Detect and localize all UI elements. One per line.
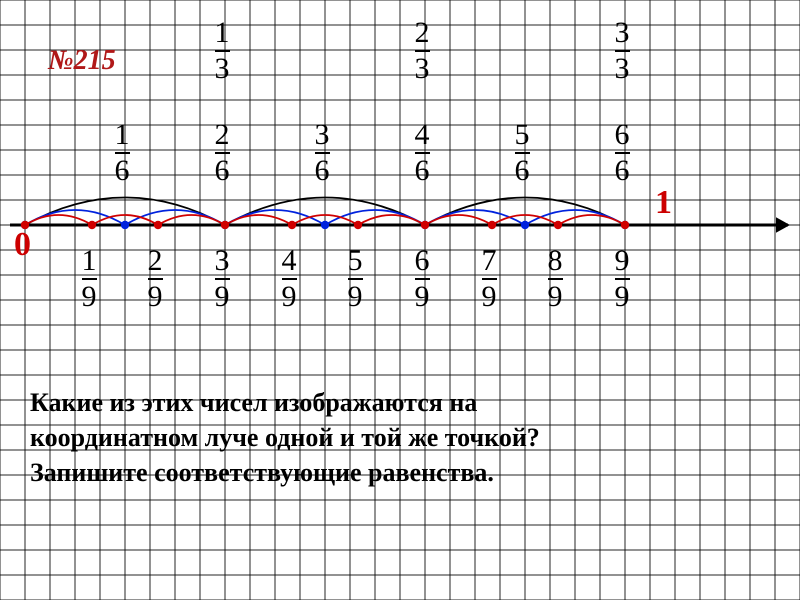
fraction-denominator: 9 [148, 282, 163, 312]
fraction-denominator: 9 [348, 282, 363, 312]
problem-number: №215 [48, 45, 116, 77]
fraction-numerator: 3 [215, 246, 230, 276]
fraction-sixth-2-6: 26 [215, 120, 230, 186]
fraction-ninth-9-9: 99 [615, 246, 630, 312]
fraction-denominator: 6 [515, 156, 530, 186]
fraction-numerator: 2 [415, 18, 430, 48]
fraction-sixth-5-6: 56 [515, 120, 530, 186]
fraction-denominator: 6 [315, 156, 330, 186]
fraction-denominator: 9 [548, 282, 563, 312]
fraction-denominator: 3 [415, 54, 430, 84]
origin-zero-text: 0 [14, 226, 31, 263]
fraction-numerator: 2 [148, 246, 163, 276]
fraction-denominator: 6 [215, 156, 230, 186]
problem-number-text: №215 [48, 45, 116, 76]
unit-one: 1 [655, 184, 672, 222]
fraction-sixth-6-6: 66 [615, 120, 630, 186]
fraction-ninth-7-9: 79 [482, 246, 497, 312]
fraction-denominator: 9 [415, 282, 430, 312]
fraction-numerator: 6 [415, 246, 430, 276]
fraction-numerator: 3 [315, 120, 330, 150]
fraction-denominator: 6 [415, 156, 430, 186]
fraction-ninth-3-9: 39 [215, 246, 230, 312]
fraction-numerator: 8 [548, 246, 563, 276]
fraction-sixth-1-6: 16 [115, 120, 130, 186]
fraction-denominator: 6 [615, 156, 630, 186]
fraction-ninth-2-9: 29 [148, 246, 163, 312]
fraction-numerator: 5 [348, 246, 363, 276]
fraction-ninth-1-9: 19 [82, 246, 97, 312]
fraction-numerator: 6 [615, 120, 630, 150]
fraction-numerator: 2 [215, 120, 230, 150]
fraction-sixth-4-6: 46 [415, 120, 430, 186]
fraction-numerator: 9 [615, 246, 630, 276]
fraction-ninth-8-9: 89 [548, 246, 563, 312]
question-line: координатном луче одной и той же точкой? [30, 420, 540, 455]
question-line: Какие из этих чисел изображаются на [30, 385, 540, 420]
fraction-ninth-4-9: 49 [282, 246, 297, 312]
grid [0, 0, 800, 600]
fraction-denominator: 3 [215, 54, 230, 84]
diagram-svg [0, 0, 800, 600]
fraction-numerator: 7 [482, 246, 497, 276]
origin-zero: 0 [14, 226, 31, 264]
fraction-sixth-3-6: 36 [315, 120, 330, 186]
fraction-denominator: 9 [615, 282, 630, 312]
fraction-numerator: 4 [282, 246, 297, 276]
question-text: Какие из этих чисел изображаются на коор… [30, 385, 540, 490]
fraction-numerator: 1 [82, 246, 97, 276]
fraction-denominator: 9 [82, 282, 97, 312]
fraction-denominator: 9 [215, 282, 230, 312]
fraction-numerator: 4 [415, 120, 430, 150]
fraction-denominator: 9 [482, 282, 497, 312]
unit-one-text: 1 [655, 184, 672, 221]
fraction-third-1-3: 13 [215, 18, 230, 84]
fraction-ninth-5-9: 59 [348, 246, 363, 312]
question-line: Запишите соответствующие равенства. [30, 455, 540, 490]
fraction-numerator: 1 [115, 120, 130, 150]
fraction-denominator: 6 [115, 156, 130, 186]
fraction-denominator: 3 [615, 54, 630, 84]
fraction-denominator: 9 [282, 282, 297, 312]
fraction-third-3-3: 33 [615, 18, 630, 84]
fraction-numerator: 1 [215, 18, 230, 48]
fraction-ninth-6-9: 69 [415, 246, 430, 312]
fraction-third-2-3: 23 [415, 18, 430, 84]
fraction-numerator: 3 [615, 18, 630, 48]
fraction-numerator: 5 [515, 120, 530, 150]
